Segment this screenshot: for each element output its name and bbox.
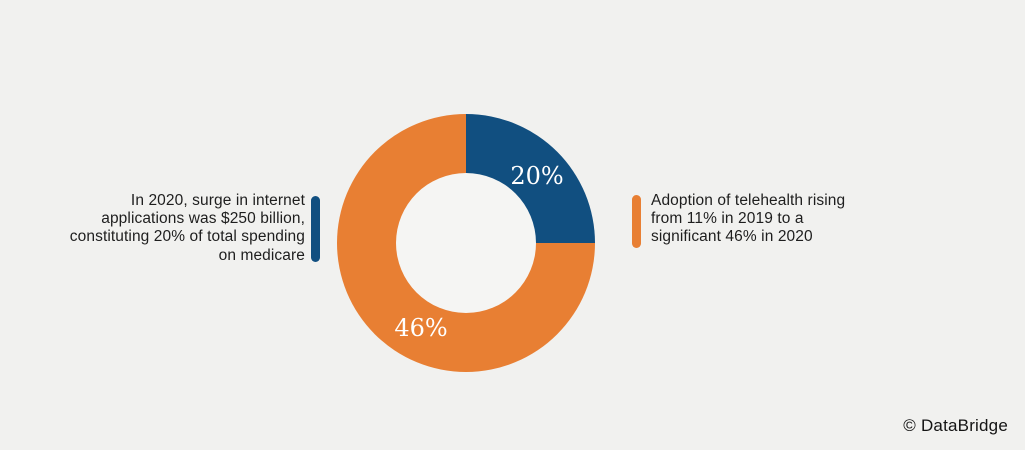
slice-label-orange-46: 46%: [394, 314, 448, 342]
credit-text: © DataBridge: [903, 416, 1008, 435]
annotation-left-line: In 2020, surge in internet: [130, 192, 305, 209]
annotation-left-line: constituting 20% of total spending: [69, 228, 305, 246]
annotation-right-line: from 11% in 2019 to a: [651, 210, 804, 228]
annotation-right-line: Adoption of telehealth rising: [651, 192, 846, 209]
slice-label-blue-20: 20%: [510, 162, 564, 190]
annotation-right-line: significant 46% in 2020: [651, 228, 813, 246]
annotation-left-line: on medicare: [218, 246, 305, 264]
annotation-right: Adoption of telehealth rising from 11% i…: [651, 192, 845, 247]
annotation-left-line: applications was $250 billion,: [101, 210, 305, 228]
legend-marker-blue: [311, 196, 320, 262]
donut-chart: 20% 46%: [337, 114, 595, 372]
donut-hole: [396, 173, 536, 313]
legend-marker-orange: [632, 195, 641, 248]
annotation-left: In 2020, surge in internet applications …: [70, 192, 305, 265]
